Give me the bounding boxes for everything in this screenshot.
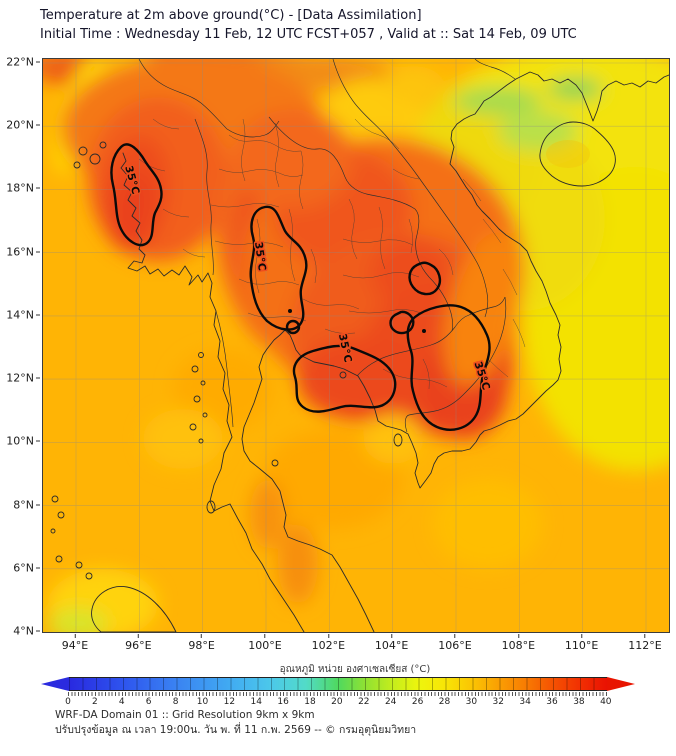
lon-label: 98°E — [188, 634, 214, 652]
lon-label: 102°E — [312, 634, 345, 652]
cb-tick-label: 6 — [145, 697, 152, 707]
lon-label: 106°E — [438, 634, 471, 652]
hainan-island — [539, 121, 616, 187]
title-block: Temperature at 2m above ground(°C) - [Da… — [40, 6, 577, 44]
cb-tick-label: 18 — [304, 697, 316, 707]
cb-tick-label: 20 — [331, 697, 343, 707]
cb-tick-label: 24 — [384, 697, 397, 707]
cb-tick-label: 34 — [519, 697, 531, 707]
temperature-field-blobs — [43, 59, 669, 632]
lon-label: 112°E — [628, 634, 661, 652]
cb-tick-label: 26 — [411, 697, 424, 707]
lat-label: 14°N — [6, 308, 40, 321]
cb-tick-label: 28 — [438, 697, 451, 707]
temperature-map: 35°C 35°C 35°C 35°C — [42, 58, 670, 633]
colorbar: อุณหภูมิ หน่วย องศาเซลเซียส (°C) 0 2 4 6… — [41, 662, 668, 707]
lon-label: 94°E — [62, 634, 88, 652]
footer-block: WRF-DA Domain 01 :: Grid Resolution 9km … — [55, 708, 416, 738]
colorbar-body — [69, 677, 607, 691]
lat-label: 4°N — [13, 624, 40, 637]
map-canvas: 35°C 35°C 35°C 35°C — [43, 59, 669, 632]
lon-label: 100°E — [248, 634, 281, 652]
lat-label: 10°N — [6, 435, 40, 448]
cb-tick-label: 40 — [600, 697, 612, 707]
colorbar-gradient — [41, 677, 635, 691]
footer-update-info: ปรับปรุงข้อมูล ณ เวลา 19:00น. วัน พ. ที่… — [55, 724, 417, 736]
lon-label: 96°E — [125, 634, 151, 652]
lat-label: 22°N — [6, 56, 40, 69]
coastlines — [50, 71, 669, 632]
map-subtitle: Initial Time : Wednesday 11 Feb, 12 UTC … — [40, 27, 577, 42]
lat-label: 18°N — [6, 182, 40, 195]
province-boundaries — [138, 118, 526, 390]
lat-label: 12°N — [6, 372, 40, 385]
lat-label: 16°N — [6, 245, 40, 258]
cb-tick-label: 8 — [172, 697, 179, 707]
colorbar-title: อุณหภูมิ หน่วย องศาเซลเซียส (°C) — [279, 664, 431, 675]
cb-tick-label: 16 — [277, 697, 289, 707]
colorbar-right-arrow — [607, 677, 635, 691]
cb-tick-label: 4 — [118, 697, 125, 707]
cb-tick-label: 2 — [92, 697, 98, 707]
cb-tick-label: 12 — [223, 697, 236, 707]
colorbar-left-arrow — [41, 677, 69, 691]
lat-label: 6°N — [13, 561, 40, 574]
cb-tick-label: 0 — [65, 697, 71, 707]
cb-tick-label: 38 — [573, 697, 585, 707]
contour-label-central-thailand: 35°C — [252, 241, 268, 272]
lon-label: 104°E — [375, 634, 408, 652]
footer-domain-info: WRF-DA Domain 01 :: Grid Resolution 9km … — [55, 709, 315, 721]
hainan-warm-patch — [546, 140, 590, 168]
country-borders — [138, 59, 516, 433]
latitude-axis: 22°N 20°N 18°N 16°N 14°N 12°N 10°N 8°N 6… — [0, 56, 40, 638]
lat-label: 20°N — [6, 119, 40, 132]
lon-label: 110°E — [565, 634, 598, 652]
cb-tick-label: 22 — [358, 697, 370, 707]
cb-tick-label: 14 — [250, 697, 262, 707]
lon-label: 108°E — [502, 634, 535, 652]
cb-tick-label: 36 — [546, 697, 558, 707]
cb-tick-label: 30 — [465, 697, 478, 707]
sumatra-coastline — [91, 586, 177, 632]
cb-tick-label: 10 — [196, 697, 209, 707]
map-title: Temperature at 2m above ground(°C) - [Da… — [40, 8, 422, 23]
cb-tick-label: 32 — [492, 697, 504, 707]
colorbar-tickmarks — [68, 692, 607, 696]
lat-label: 8°N — [13, 498, 40, 511]
